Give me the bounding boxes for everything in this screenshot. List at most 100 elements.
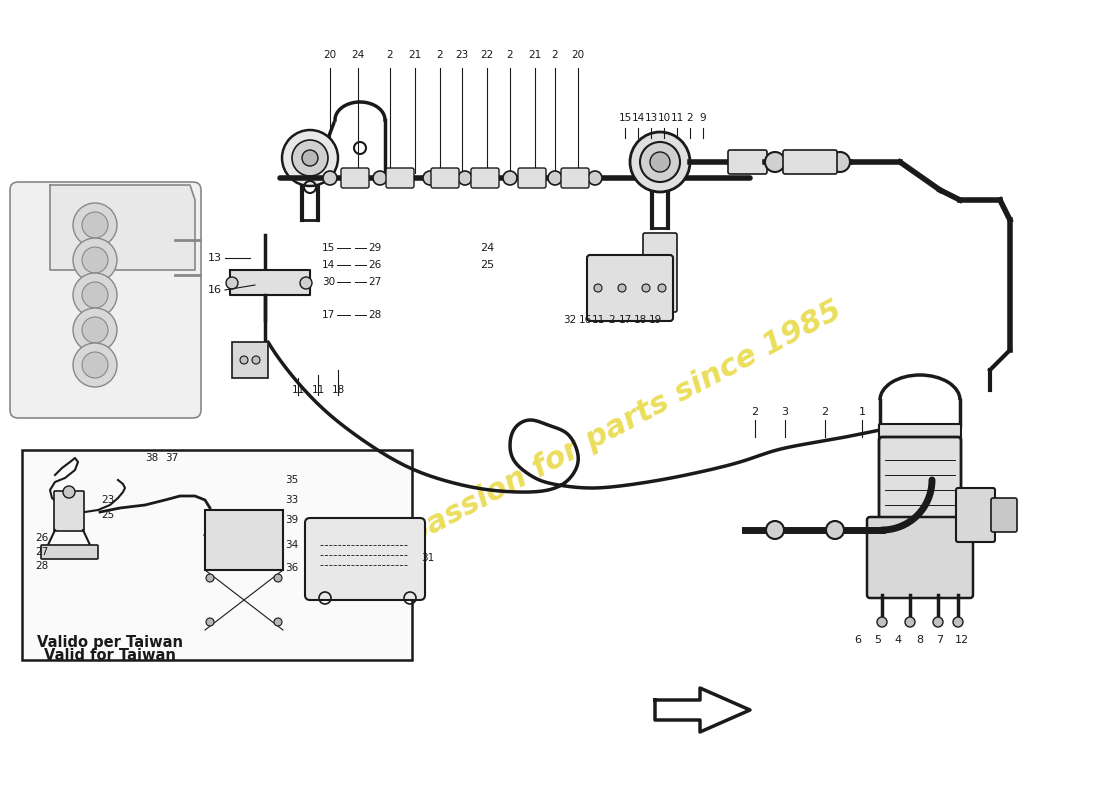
Text: 34: 34 [285, 540, 298, 550]
FancyBboxPatch shape [561, 168, 588, 188]
Text: 16: 16 [579, 315, 592, 325]
Circle shape [953, 617, 962, 627]
FancyBboxPatch shape [205, 510, 283, 570]
Text: 25: 25 [480, 260, 494, 270]
Circle shape [282, 130, 338, 186]
Text: 36: 36 [285, 563, 298, 573]
FancyBboxPatch shape [341, 168, 368, 188]
Polygon shape [230, 270, 310, 295]
Text: 7: 7 [936, 635, 944, 645]
FancyBboxPatch shape [991, 498, 1018, 532]
Circle shape [300, 277, 312, 289]
FancyBboxPatch shape [54, 491, 84, 531]
Circle shape [424, 171, 437, 185]
Circle shape [905, 617, 915, 627]
Circle shape [240, 356, 248, 364]
Text: 38: 38 [145, 453, 158, 463]
Text: 13: 13 [208, 253, 222, 263]
FancyBboxPatch shape [431, 168, 459, 188]
FancyBboxPatch shape [879, 437, 961, 523]
Text: 11: 11 [592, 315, 605, 325]
Text: 13: 13 [645, 113, 658, 123]
Text: 18: 18 [634, 315, 647, 325]
Text: 15: 15 [618, 113, 631, 123]
Circle shape [877, 617, 887, 627]
FancyBboxPatch shape [956, 488, 996, 542]
Circle shape [252, 356, 260, 364]
Text: 23: 23 [101, 495, 114, 505]
Text: 6: 6 [855, 635, 861, 645]
Text: 10: 10 [658, 113, 671, 123]
FancyBboxPatch shape [867, 517, 974, 598]
Text: 35: 35 [285, 475, 298, 485]
Circle shape [82, 247, 108, 273]
Circle shape [292, 140, 328, 176]
Circle shape [642, 284, 650, 292]
Circle shape [206, 618, 214, 626]
Text: 22: 22 [481, 50, 494, 60]
Circle shape [82, 352, 108, 378]
FancyBboxPatch shape [22, 450, 412, 660]
Circle shape [548, 171, 562, 185]
Circle shape [764, 152, 785, 172]
Circle shape [933, 617, 943, 627]
Circle shape [650, 152, 670, 172]
Text: 21: 21 [408, 50, 421, 60]
FancyBboxPatch shape [783, 150, 837, 174]
Text: 17: 17 [618, 315, 631, 325]
Circle shape [640, 142, 680, 182]
Circle shape [73, 238, 117, 282]
Text: 2: 2 [686, 113, 693, 123]
Polygon shape [50, 185, 195, 270]
Circle shape [274, 618, 282, 626]
Text: 2: 2 [507, 50, 514, 60]
Circle shape [630, 132, 690, 192]
Text: 23: 23 [455, 50, 469, 60]
FancyBboxPatch shape [305, 518, 425, 600]
Circle shape [73, 308, 117, 352]
Text: 2: 2 [552, 50, 559, 60]
Text: 24: 24 [351, 50, 364, 60]
Circle shape [323, 171, 337, 185]
Text: 9: 9 [700, 113, 706, 123]
Text: 21: 21 [528, 50, 541, 60]
Text: Valido per Taiwan: Valido per Taiwan [37, 635, 183, 650]
Circle shape [73, 203, 117, 247]
Text: 2: 2 [437, 50, 443, 60]
FancyBboxPatch shape [644, 233, 676, 312]
Text: 19: 19 [648, 315, 661, 325]
FancyBboxPatch shape [386, 168, 414, 188]
FancyBboxPatch shape [471, 168, 499, 188]
Text: 11: 11 [292, 385, 305, 395]
FancyBboxPatch shape [41, 545, 98, 559]
Text: 17: 17 [321, 310, 336, 320]
Circle shape [588, 171, 602, 185]
Circle shape [594, 284, 602, 292]
Text: 11: 11 [670, 113, 683, 123]
FancyBboxPatch shape [232, 342, 268, 378]
Text: 24: 24 [480, 243, 494, 253]
Circle shape [274, 574, 282, 582]
Text: 31: 31 [421, 553, 434, 563]
Text: 25: 25 [101, 510, 114, 520]
Text: 16: 16 [208, 285, 222, 295]
Text: 20: 20 [571, 50, 584, 60]
FancyBboxPatch shape [518, 168, 546, 188]
Text: 14: 14 [321, 260, 336, 270]
Text: 28: 28 [35, 561, 48, 571]
Text: 39: 39 [285, 515, 298, 525]
Circle shape [206, 574, 214, 582]
Circle shape [458, 171, 472, 185]
FancyBboxPatch shape [879, 424, 961, 441]
Text: 27: 27 [368, 277, 382, 287]
Text: a passion for parts since 1985: a passion for parts since 1985 [374, 295, 846, 565]
Text: 33: 33 [285, 495, 298, 505]
Text: 1: 1 [858, 407, 866, 417]
Circle shape [73, 343, 117, 387]
Text: 8: 8 [916, 635, 924, 645]
Text: 5: 5 [874, 635, 881, 645]
Text: 20: 20 [323, 50, 337, 60]
Circle shape [82, 282, 108, 308]
Circle shape [618, 284, 626, 292]
Text: 30: 30 [322, 277, 335, 287]
